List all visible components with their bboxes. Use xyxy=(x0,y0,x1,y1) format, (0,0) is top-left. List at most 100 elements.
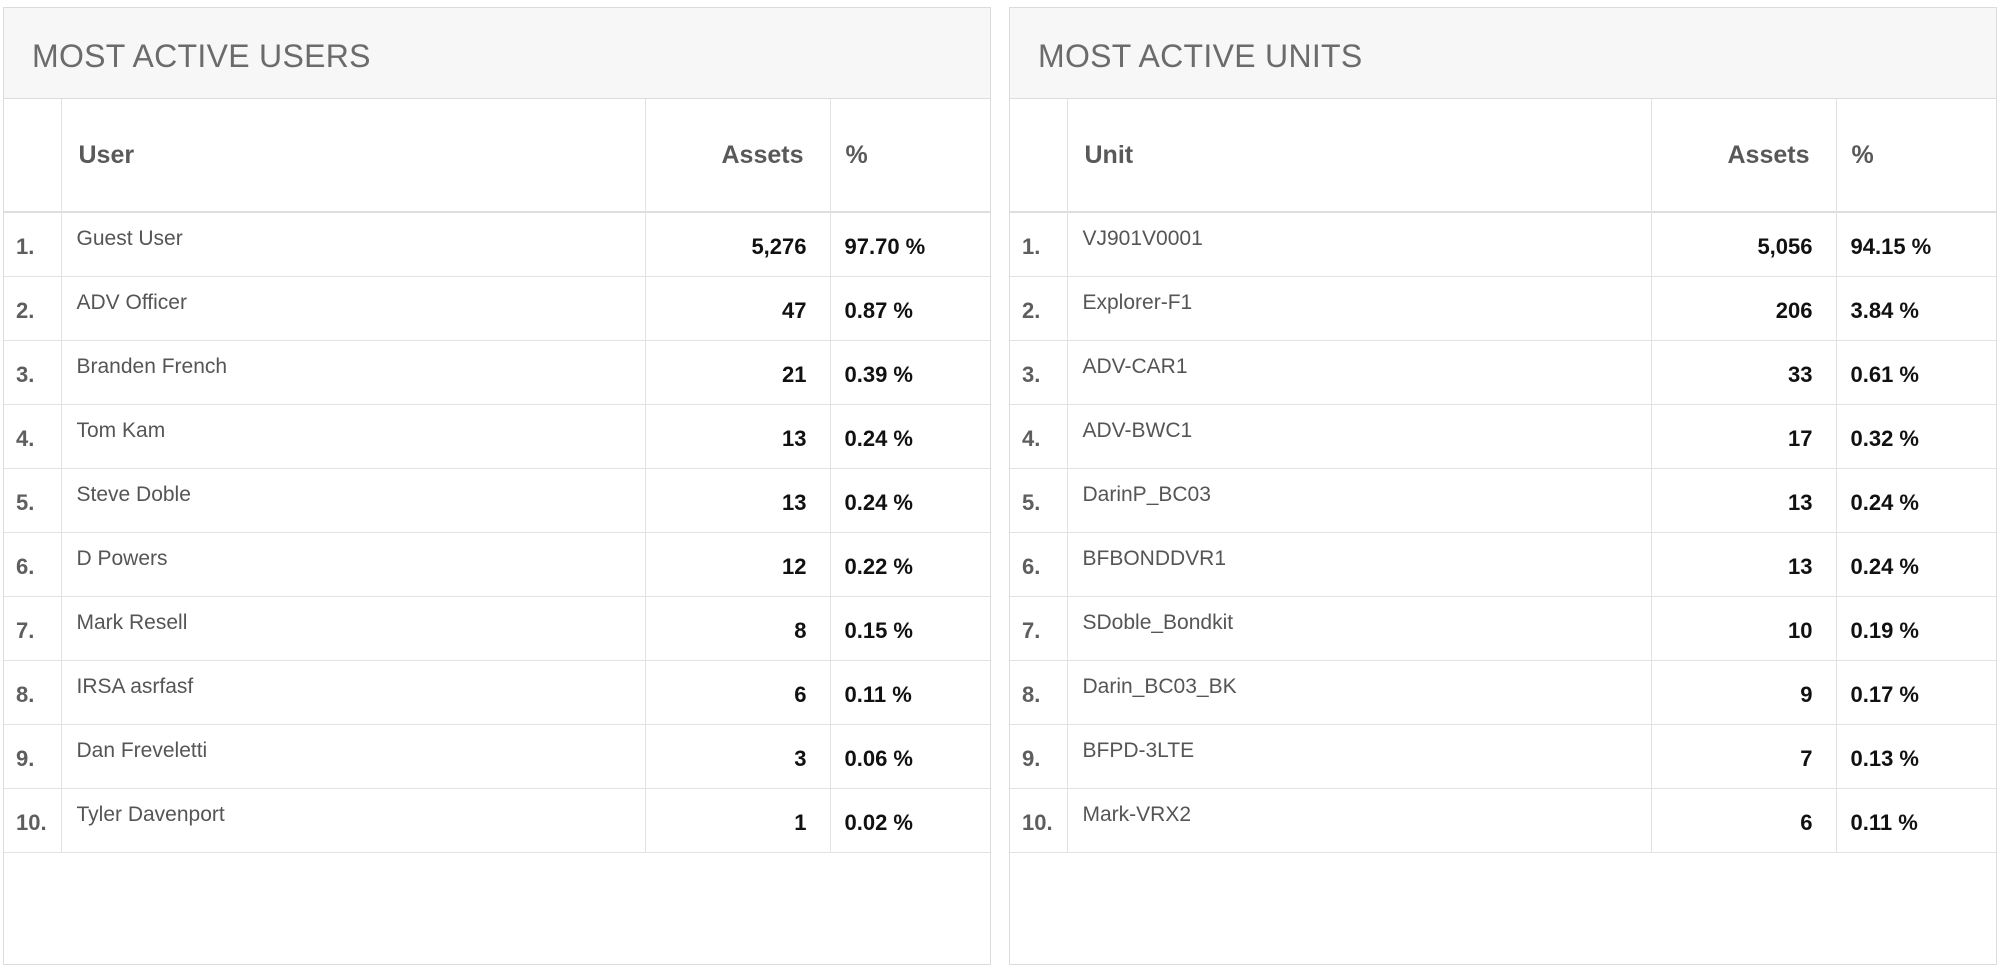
assets-cell: 5,056 xyxy=(1651,212,1837,277)
assets-cell: 206 xyxy=(1651,276,1837,341)
name-cell: IRSA asrfasf xyxy=(61,660,646,725)
rank-cell: 1. xyxy=(1010,212,1068,277)
table-row[interactable]: 2. Explorer-F1 206 3.84 % xyxy=(1010,276,1996,341)
percent-cell: 3.84 % xyxy=(1836,276,1996,341)
percent-cell: 0.13 % xyxy=(1836,724,1996,789)
table-row[interactable]: 5. DarinP_BC03 13 0.24 % xyxy=(1010,468,1996,533)
percent-cell: 0.17 % xyxy=(1836,660,1996,725)
name-cell: Explorer-F1 xyxy=(1067,276,1652,341)
name-cell: DarinP_BC03 xyxy=(1067,468,1652,533)
assets-column-header[interactable]: Assets xyxy=(645,99,831,213)
rank-cell: 8. xyxy=(1010,660,1068,725)
most-active-users-panel: MOST ACTIVE USERS User Assets % 1. Guest … xyxy=(3,7,991,965)
name-cell: Tom Kam xyxy=(61,404,646,469)
rank-cell: 3. xyxy=(1010,340,1068,405)
panel-heading: MOST ACTIVE USERS xyxy=(4,8,990,99)
table-row[interactable]: 8. Darin_BC03_BK 9 0.17 % xyxy=(1010,660,1996,725)
name-cell: ADV-CAR1 xyxy=(1067,340,1652,405)
name-cell: BFPD-3LTE xyxy=(1067,724,1652,789)
table-row[interactable]: 9. BFPD-3LTE 7 0.13 % xyxy=(1010,724,1996,789)
assets-cell: 10 xyxy=(1651,596,1837,661)
table-row[interactable]: 7. SDoble_Bondkit 10 0.19 % xyxy=(1010,596,1996,661)
percent-cell: 0.22 % xyxy=(830,532,990,597)
table-header-row: User Assets % xyxy=(4,99,990,213)
rank-cell: 5. xyxy=(1010,468,1068,533)
name-cell: Darin_BC03_BK xyxy=(1067,660,1652,725)
name-cell: SDoble_Bondkit xyxy=(1067,596,1652,661)
percent-cell: 0.15 % xyxy=(830,596,990,661)
rank-cell: 8. xyxy=(4,660,62,725)
assets-cell: 6 xyxy=(1651,788,1837,853)
rank-cell: 2. xyxy=(4,276,62,341)
table-row[interactable]: 6. D Powers 12 0.22 % xyxy=(4,532,990,597)
rank-cell: 6. xyxy=(1010,532,1068,597)
table-row[interactable]: 9. Dan Freveletti 3 0.06 % xyxy=(4,724,990,789)
table-row[interactable]: 1. Guest User 5,276 97.70 % xyxy=(4,212,990,277)
table-row[interactable]: 1. VJ901V0001 5,056 94.15 % xyxy=(1010,212,1996,277)
units-table-body: 1. VJ901V0001 5,056 94.15 % 2. Explorer-F1 206… xyxy=(1010,212,1996,853)
assets-cell: 21 xyxy=(645,340,831,405)
name-cell: BFBONDDVR1 xyxy=(1067,532,1652,597)
assets-column-header[interactable]: Assets xyxy=(1651,99,1837,213)
percent-cell: 0.19 % xyxy=(1836,596,1996,661)
assets-cell: 9 xyxy=(1651,660,1837,725)
table-header-row: Unit Assets % xyxy=(1010,99,1996,213)
rank-cell: 9. xyxy=(1010,724,1068,789)
assets-cell: 12 xyxy=(645,532,831,597)
assets-cell: 47 xyxy=(645,276,831,341)
percent-cell: 0.11 % xyxy=(1836,788,1996,853)
table-row[interactable]: 10. Tyler Davenport 1 0.02 % xyxy=(4,788,990,853)
assets-cell: 3 xyxy=(645,724,831,789)
unit-column-header[interactable]: Unit xyxy=(1067,99,1652,213)
assets-cell: 1 xyxy=(645,788,831,853)
panel-heading: MOST ACTIVE UNITS xyxy=(1010,8,1996,99)
table-row[interactable]: 2. ADV Officer 47 0.87 % xyxy=(4,276,990,341)
percent-cell: 0.32 % xyxy=(1836,404,1996,469)
rank-cell: 3. xyxy=(4,340,62,405)
panel-title: MOST ACTIVE UNITS xyxy=(1038,37,1363,74)
rank-cell: 10. xyxy=(1010,788,1068,853)
table-row[interactable]: 3. Branden French 21 0.39 % xyxy=(4,340,990,405)
percent-cell: 0.11 % xyxy=(830,660,990,725)
table-row[interactable]: 3. ADV-CAR1 33 0.61 % xyxy=(1010,340,1996,405)
rank-cell: 9. xyxy=(4,724,62,789)
name-cell: Branden French xyxy=(61,340,646,405)
rank-cell: 2. xyxy=(1010,276,1068,341)
most-active-units-panel: MOST ACTIVE UNITS Unit Assets % 1. VJ901V… xyxy=(1009,7,1997,965)
table-row[interactable]: 8. IRSA asrfasf 6 0.11 % xyxy=(4,660,990,725)
table-row[interactable]: 4. Tom Kam 13 0.24 % xyxy=(4,404,990,469)
assets-cell: 5,276 xyxy=(645,212,831,277)
table-row[interactable]: 5. Steve Doble 13 0.24 % xyxy=(4,468,990,533)
table-row[interactable]: 7. Mark Resell 8 0.15 % xyxy=(4,596,990,661)
panel-title: MOST ACTIVE USERS xyxy=(32,37,371,74)
users-table-body: 1. Guest User 5,276 97.70 % 2. ADV Officer 47 0… xyxy=(4,212,990,853)
rank-column-header xyxy=(1010,99,1068,213)
name-cell: Dan Freveletti xyxy=(61,724,646,789)
percent-cell: 0.06 % xyxy=(830,724,990,789)
percent-cell: 0.24 % xyxy=(830,468,990,533)
table-row[interactable]: 6. BFBONDDVR1 13 0.24 % xyxy=(1010,532,1996,597)
assets-cell: 17 xyxy=(1651,404,1837,469)
name-cell: Mark Resell xyxy=(61,596,646,661)
rank-column-header xyxy=(4,99,62,213)
table-row[interactable]: 10. Mark-VRX2 6 0.11 % xyxy=(1010,788,1996,853)
percent-column-header[interactable]: % xyxy=(830,99,990,213)
name-cell: Guest User xyxy=(61,212,646,277)
rank-cell: 7. xyxy=(4,596,62,661)
table-row[interactable]: 4. ADV-BWC1 17 0.32 % xyxy=(1010,404,1996,469)
rank-cell: 1. xyxy=(4,212,62,277)
users-table: User Assets % 1. Guest User 5,276 97.70 % 2.… xyxy=(4,99,990,853)
rank-cell: 5. xyxy=(4,468,62,533)
user-column-header[interactable]: User xyxy=(61,99,646,213)
assets-cell: 13 xyxy=(1651,468,1837,533)
assets-cell: 6 xyxy=(645,660,831,725)
percent-cell: 0.24 % xyxy=(830,404,990,469)
name-cell: Steve Doble xyxy=(61,468,646,533)
assets-cell: 13 xyxy=(645,404,831,469)
name-cell: Mark-VRX2 xyxy=(1067,788,1652,853)
rank-cell: 6. xyxy=(4,532,62,597)
percent-column-header[interactable]: % xyxy=(1836,99,1996,213)
percent-cell: 0.02 % xyxy=(830,788,990,853)
units-table: Unit Assets % 1. VJ901V0001 5,056 94.15 % 2.… xyxy=(1010,99,1996,853)
name-cell: D Powers xyxy=(61,532,646,597)
